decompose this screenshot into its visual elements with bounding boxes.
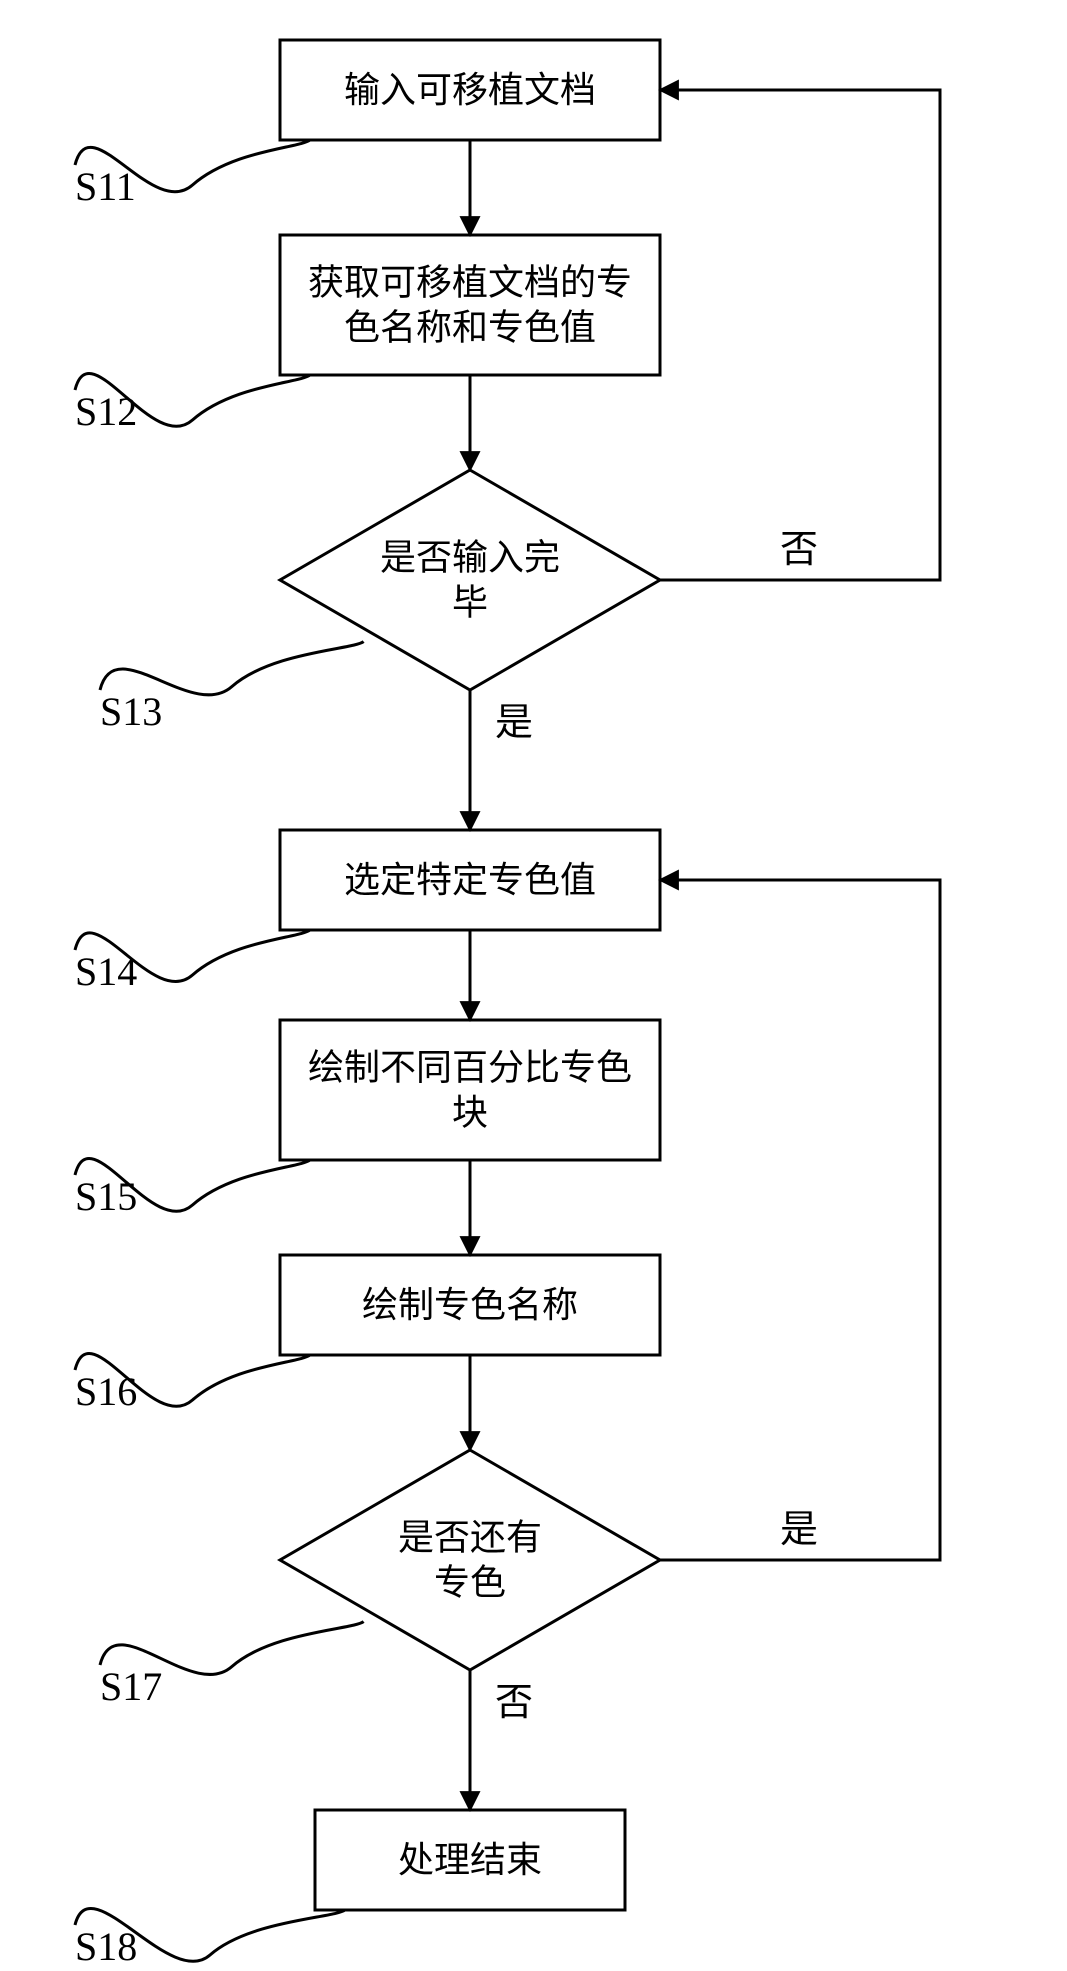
node-text-S17-1: 专色 [434,1563,506,1603]
node-S12: 获取可移植文档的专色名称和专色值 [280,235,660,375]
node-text-S15-0: 绘制不同百分比专色 [308,1048,632,1088]
node-label-S11: S11 [75,164,136,209]
node-S14: 选定特定专色值 [280,830,660,930]
node-text-S17-0: 是否还有 [398,1518,542,1558]
edge-label-7: 是 [780,1509,818,1551]
node-text-S13-0: 是否输入完 [380,538,560,578]
node-text-S15-1: 块 [452,1093,488,1133]
node-label-S16: S16 [75,1369,137,1414]
node-text-S16-0: 绘制专色名称 [362,1285,578,1325]
edge-label-8: 否 [495,1682,533,1724]
node-label-S17: S17 [100,1664,162,1709]
node-S13: 是否输入完毕 [280,470,660,690]
node-text-S14-0: 选定特定专色值 [344,860,596,900]
edge-S17-S14 [660,880,940,1560]
node-text-S13-1: 毕 [452,583,488,623]
node-text-S18-0: 处理结束 [398,1840,542,1880]
node-S16: 绘制专色名称 [280,1255,660,1355]
node-label-S13: S13 [100,689,162,734]
node-text-S12-1: 色名称和专色值 [344,308,596,348]
node-text-S11-0: 输入可移植文档 [344,70,596,110]
node-S15: 绘制不同百分比专色块 [280,1020,660,1160]
node-label-S14: S14 [75,949,137,994]
node-label-S15: S15 [75,1174,137,1219]
node-text-S12-0: 获取可移植文档的专 [308,263,632,303]
node-label-S12: S12 [75,389,137,434]
node-S17: 是否还有专色 [280,1450,660,1670]
edge-label-2: 否 [780,529,818,571]
node-S11: 输入可移植文档 [280,40,660,140]
edge-S13-S11 [660,90,940,580]
node-S18: 处理结束 [315,1810,625,1910]
label-connector-S13 [100,642,364,695]
node-label-S18: S18 [75,1924,137,1969]
edge-label-3: 是 [495,702,533,744]
